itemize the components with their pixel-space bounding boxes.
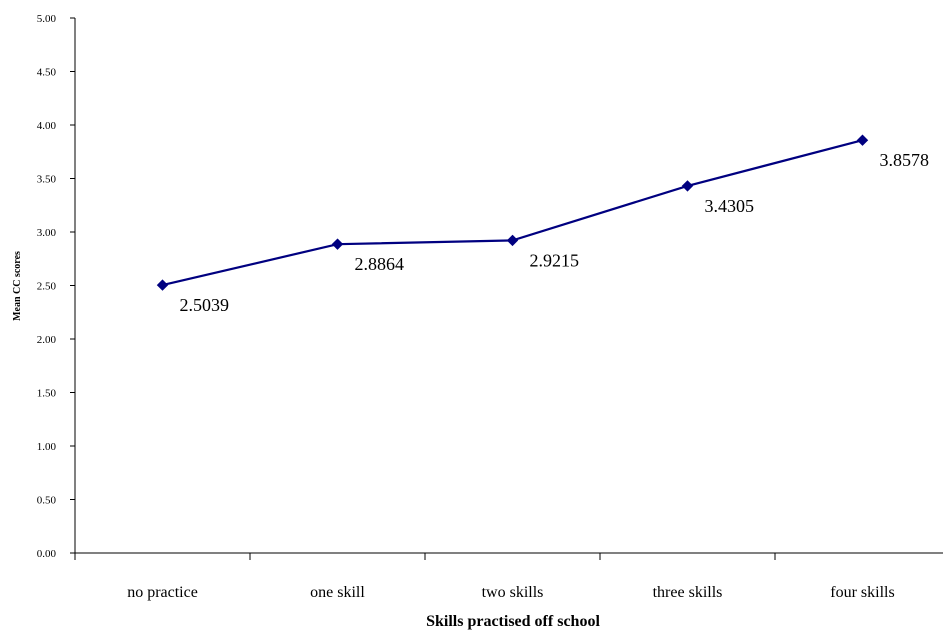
series-line	[162, 139, 863, 287]
data-point-marker	[856, 134, 869, 146]
y-tick-label: 1.00	[37, 441, 57, 453]
x-tick-label: two skills	[482, 584, 544, 601]
data-point-marker	[156, 279, 169, 291]
x-tick-label: one skill	[310, 584, 365, 601]
y-tick-label: 5.00	[37, 13, 57, 25]
y-axis: 0.00 0.50 1.00 1.50 2.00 2.50 3.00 3.50 4.00 4.50…	[37, 13, 76, 560]
x-ticks: no practice one skill two skills three skil…	[74, 553, 895, 601]
y-tick-label: 2.50	[37, 281, 57, 293]
data-point-marker	[681, 180, 694, 192]
x-tick-label: four skills	[830, 584, 894, 601]
y-ticks: 0.00 0.50 1.00 1.50 2.00 2.50 3.00 3.50 4.00 4.50…	[37, 13, 75, 560]
x-tick-label: no practice	[127, 584, 198, 601]
y-tick-label: 1.50	[37, 388, 57, 400]
y-tick-label: 0.50	[37, 495, 57, 507]
y-tick-label: 3.00	[37, 227, 57, 239]
series-group: 2.5039 2.8864 2.9215 3.4305 3.8578	[156, 134, 930, 315]
data-point-marker	[506, 234, 519, 247]
y-axis-title: Mean CC scores	[12, 251, 23, 321]
data-label: 2.9215	[530, 250, 580, 270]
data-label: 3.4305	[705, 196, 755, 216]
x-tick-label: three skills	[653, 584, 723, 601]
data-label: 3.8578	[880, 150, 930, 170]
data-point-marker	[331, 238, 344, 250]
y-tick-label: 3.50	[37, 174, 57, 186]
x-axis: no practice one skill two skills three skil…	[74, 552, 943, 601]
y-tick-label: 4.50	[37, 67, 57, 79]
y-tick-label: 2.00	[37, 334, 57, 346]
y-tick-label: 0.00	[37, 548, 57, 560]
x-axis-title: Skills practised off school	[426, 613, 600, 630]
y-tick-label: 4.00	[37, 120, 57, 132]
data-label: 2.8864	[355, 254, 405, 274]
data-label: 2.5039	[180, 295, 230, 315]
